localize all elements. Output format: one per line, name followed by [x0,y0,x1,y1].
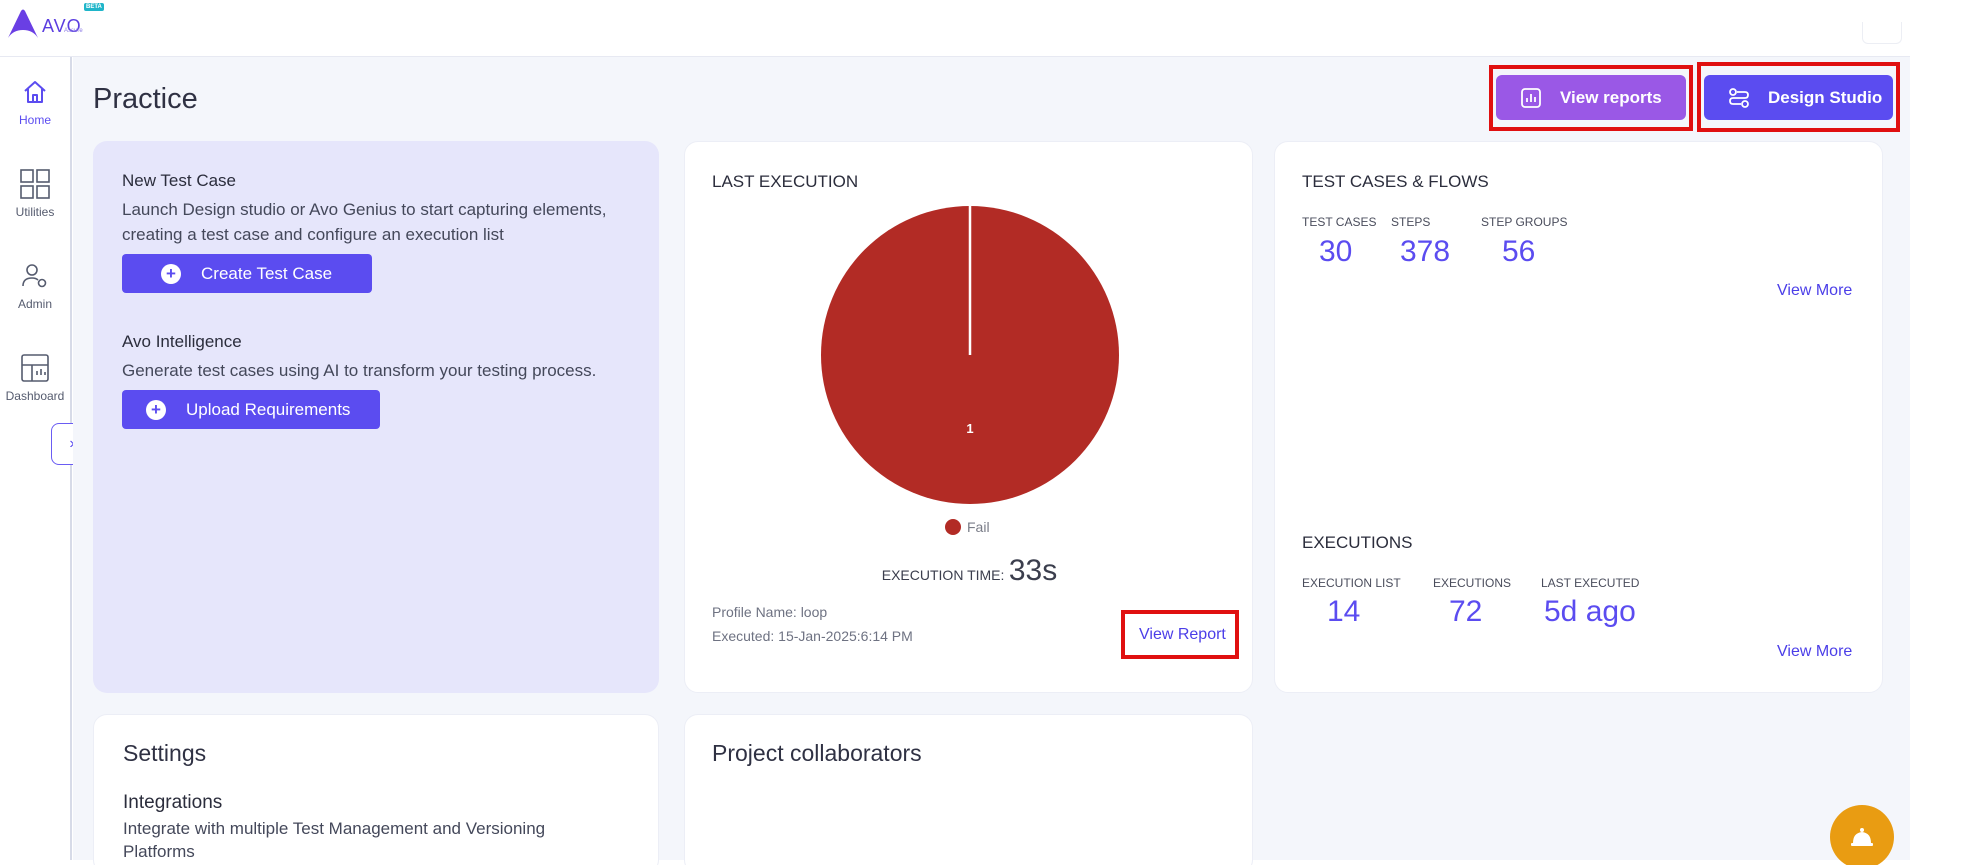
test-cases-flows-card: TEST CASES & FLOWS TEST CASES STEPS STEP… [1274,141,1883,693]
highlight-box [1697,62,1900,132]
execution-time-label: EXECUTION TIME: [881,567,1005,583]
new-test-case-desc-line1: Launch Design studio or Avo Genius to st… [122,200,607,219]
stat-label: LAST EXECUTED [1541,576,1640,590]
design-studio-label: Design Studio [1768,87,1883,107]
execution-time: EXECUTION TIME: 33s [685,554,1254,588]
stat-label: EXECUTIONS [1433,576,1512,590]
beta-badge: BETA [84,3,104,11]
sidebar-item-utilities[interactable]: Utilities [0,167,70,219]
sidebar-item-dashboard[interactable]: Dashboard [0,351,70,403]
sidebar-item-home[interactable]: Home [0,75,70,127]
create-test-case-button[interactable]: + Create Test Case [122,254,372,293]
highlight-box [1489,65,1693,131]
home-icon [18,75,52,109]
brand-logo[interactable]: AVO [6,8,82,40]
brand-name: AVO [42,16,82,36]
view-reports-label: View reports [1560,87,1662,107]
pie-data-label: 1 [966,421,973,436]
sidebar-item-label: Admin [17,297,52,311]
last-execution-card: LAST EXECUTION 1 Fail EXECUTION TIME: 33… [684,141,1253,693]
test-cases-count: 30 [1319,235,1353,268]
header-tab[interactable] [1862,22,1902,44]
highlight-box [1121,610,1239,659]
top-bar: AVO Assure BETA [0,0,1910,57]
user-gear-icon [18,259,52,293]
plus-circle-icon: + [146,399,166,420]
new-test-case-card: New Test Case Launch Design studio or Av… [93,141,659,693]
legend-fail-label: Fail [967,519,990,535]
settings-title: Settings [123,740,207,766]
test-cases-view-more-link[interactable]: View More [1777,282,1853,299]
chart-icon [1520,87,1542,109]
settings-card: Settings Integrations Integrate with mul… [93,714,659,865]
flow-icon [1728,87,1750,109]
design-studio-button[interactable]: Design Studio [1704,75,1893,120]
integrations-title[interactable]: Integrations [123,792,223,813]
help-bell-button[interactable] [1830,805,1894,865]
step-groups-count: 56 [1502,235,1536,268]
view-reports-button[interactable]: View reports [1496,75,1686,120]
page-title: Practice [93,83,198,115]
last-executed-value: 5d ago [1544,595,1636,628]
integrations-desc-line1: Integrate with multiple Test Management … [123,819,546,838]
steps-count: 378 [1400,235,1451,268]
test-cases-flows-title: TEST CASES & FLOWS [1302,172,1489,191]
stat-label: STEP GROUPS [1481,215,1568,229]
execution-list-count: 14 [1327,595,1361,628]
executed-at: Executed: 15-Jan-2025:6:14 PM [712,628,913,644]
new-test-case-desc-line2: creating a test case and configure an ex… [122,225,504,244]
last-execution-title: LAST EXECUTION [712,172,859,191]
integrations-desc-line2: Platforms [123,842,195,861]
legend-fail-swatch [945,519,961,535]
grid-icon [18,167,52,201]
sidebar-item-label: Utilities [15,205,55,219]
sidebar-item-admin[interactable]: Admin [0,259,70,311]
upload-requirements-label: Upload Requirements [186,399,351,419]
main-content: Practice View reports Design Studio New … [73,57,1910,865]
stat-label: TEST CASES [1302,215,1377,229]
dashboard-icon [18,351,52,385]
executions-title: EXECUTIONS [1302,533,1413,552]
execution-pie-chart: 1 [821,206,1119,504]
collaborators-title: Project collaborators [712,740,922,766]
chart-legend[interactable]: Fail [945,519,990,535]
bell-icon [1851,828,1873,846]
avo-intelligence-title: Avo Intelligence [122,332,242,351]
chevron-right-icon: › [69,435,75,452]
avo-intelligence-desc: Generate test cases using AI to transfor… [122,361,597,380]
upload-requirements-button[interactable]: + Upload Requirements [122,390,380,429]
create-test-case-label: Create Test Case [201,263,333,283]
profile-name: Profile Name: loop [712,604,828,620]
stat-label: EXECUTION LIST [1302,576,1401,590]
brand-sub: Assure [64,28,83,34]
stat-label: STEPS [1391,215,1431,229]
view-report-link[interactable]: View Report [1139,626,1226,643]
executions-view-more-link[interactable]: View More [1777,643,1853,660]
sidebar-item-label: Dashboard [5,389,65,403]
project-collaborators-card: Project collaborators [684,714,1253,865]
execution-time-value: 33s [1008,554,1058,587]
avo-logo-icon [8,9,38,38]
executions-count: 72 [1449,595,1483,628]
sidebar-item-label: Home [18,113,51,127]
new-test-case-title: New Test Case [122,171,237,190]
plus-circle-icon: + [161,263,181,284]
